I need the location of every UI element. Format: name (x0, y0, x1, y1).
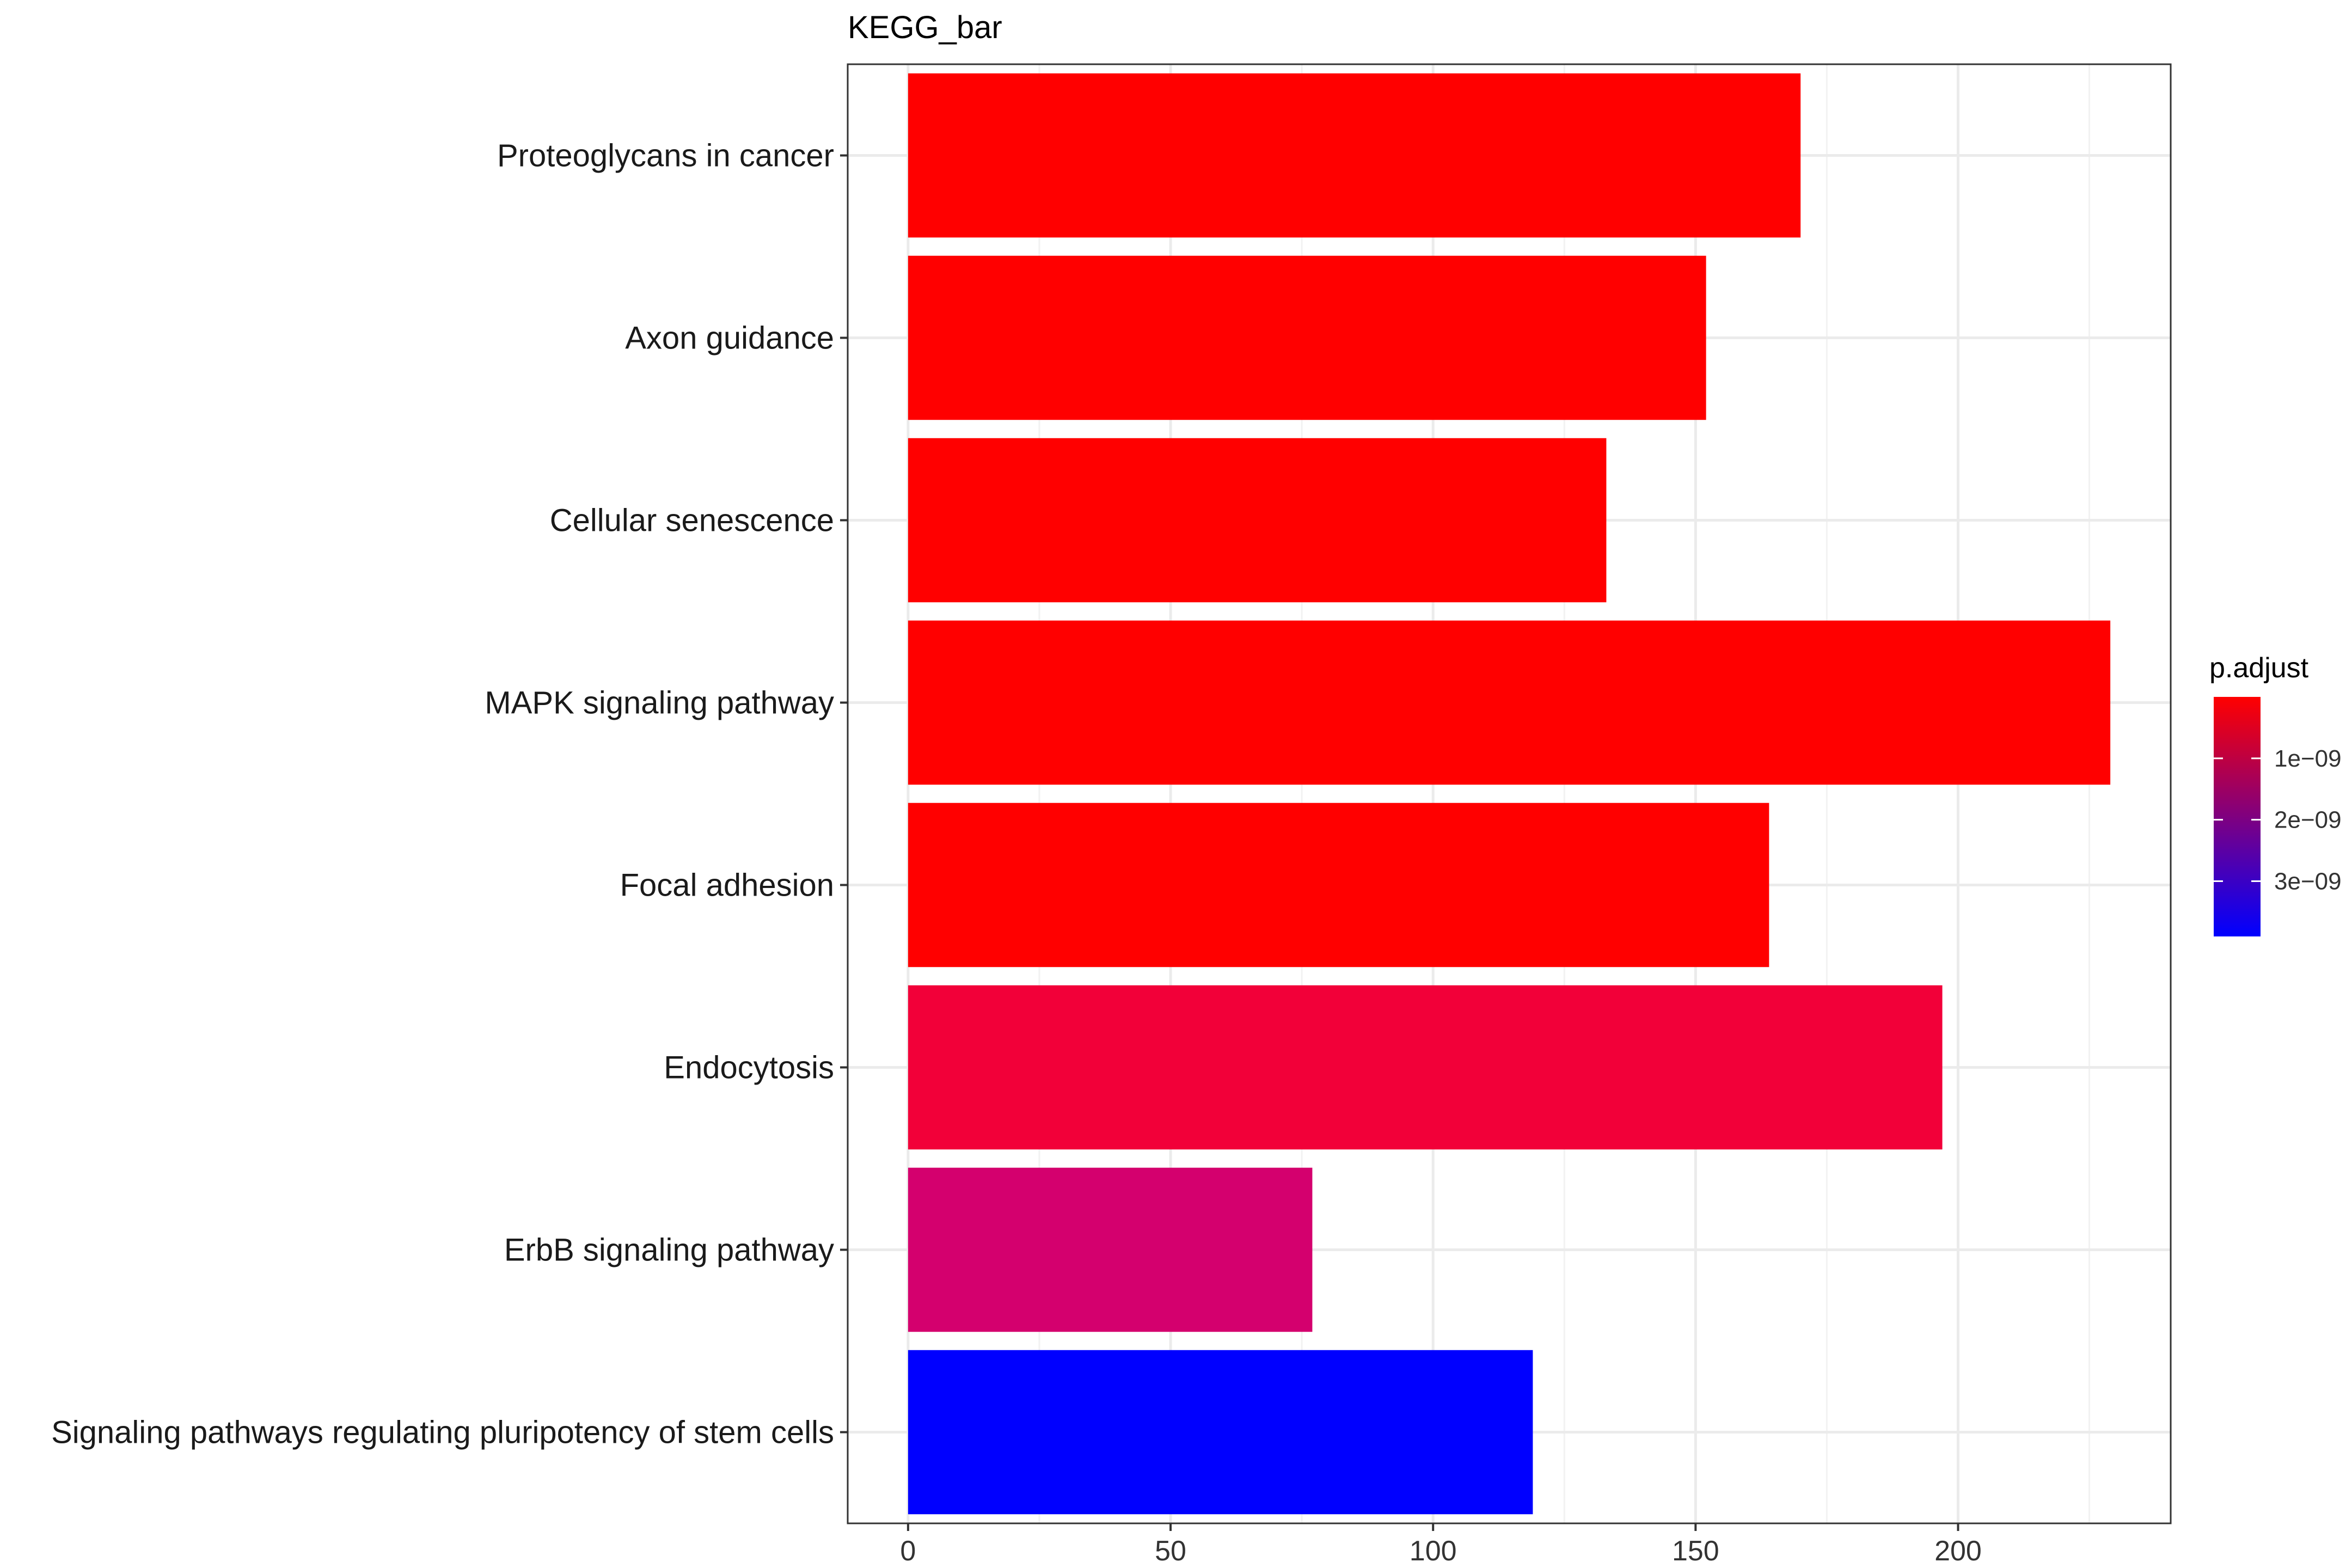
bar (908, 73, 1801, 238)
panel-border (847, 63, 2172, 1524)
category-label: MAPK signaling pathway (485, 685, 834, 721)
category-label: Focal adhesion (620, 868, 834, 903)
bar (908, 620, 2111, 785)
legend-label: 3e−09 (2274, 868, 2342, 895)
category-label: Endocytosis (664, 1050, 834, 1086)
bar (908, 803, 1769, 967)
bar (908, 255, 1706, 420)
bar (908, 1167, 1313, 1332)
legend-colorbar (2214, 697, 2261, 936)
chart-title: KEGG_bar (848, 10, 1002, 45)
x-tick-label: 0 (900, 1535, 916, 1567)
plot-panel: Proteoglycans in cancer Axon guidance Cell… (51, 63, 2172, 1567)
category-label: ErbB signaling pathway (504, 1233, 834, 1268)
legend-title: p.adjust (2209, 652, 2309, 684)
bar (908, 985, 1943, 1150)
x-tick-label: 100 (1410, 1535, 1457, 1567)
x-tick-label: 200 (1934, 1535, 1982, 1567)
category-label: Proteoglycans in cancer (497, 138, 834, 174)
color-legend: p.adjust 1e−09 2e−09 3e−09 (2209, 652, 2342, 936)
bar (908, 438, 1607, 603)
category-label: Axon guidance (625, 321, 834, 356)
category-label: Signaling pathways regulating pluripoten… (51, 1415, 834, 1450)
legend-label: 2e−09 (2274, 807, 2342, 834)
legend-label: 1e−09 (2274, 745, 2342, 772)
x-tick-label: 50 (1155, 1535, 1186, 1567)
x-tick-label: 150 (1672, 1535, 1719, 1567)
bar (908, 1350, 1533, 1515)
category-label: Cellular senescence (550, 503, 834, 538)
